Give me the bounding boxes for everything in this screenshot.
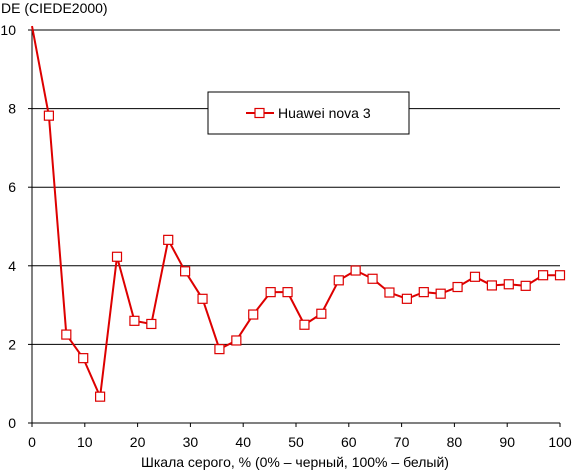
data-point-20 xyxy=(367,273,378,284)
y-tick-label-4: 4 xyxy=(8,258,16,274)
data-point-31 xyxy=(554,270,566,281)
x-tick-label-70: 70 xyxy=(394,434,410,450)
x-axis-title: Шкала серого, % (0% – черный, 100% – бел… xyxy=(141,454,449,470)
data-point-21 xyxy=(384,287,395,298)
x-tick-label-30: 30 xyxy=(183,434,199,450)
y-tick-label-10: 10 xyxy=(0,22,16,38)
y-tick-label-8: 8 xyxy=(8,101,16,117)
data-point-14 xyxy=(265,287,276,298)
data-point-8 xyxy=(163,234,174,245)
x-tick-label-60: 60 xyxy=(341,434,357,450)
data-point-30 xyxy=(537,270,549,281)
data-point-19 xyxy=(350,265,361,276)
data-point-12 xyxy=(231,335,242,346)
data-point-23 xyxy=(418,287,429,298)
y-axis-title: DE (CIEDE2000) xyxy=(1,0,108,16)
y-tick-label-6: 6 xyxy=(8,179,16,195)
data-point-6 xyxy=(129,315,140,326)
data-point-9 xyxy=(180,266,191,277)
legend-box xyxy=(207,91,410,135)
data-point-22 xyxy=(401,293,412,304)
legend: Huawei nova 3 xyxy=(207,91,410,135)
data-point-25 xyxy=(452,281,463,293)
x-tick-label-40: 40 xyxy=(235,434,251,450)
x-tick-label-0: 0 xyxy=(28,434,36,450)
data-point-1 xyxy=(43,110,55,121)
data-point-4 xyxy=(95,391,106,402)
legend-marker-sample xyxy=(254,107,265,119)
series-line-0 xyxy=(31,25,560,398)
data-point-15 xyxy=(282,287,293,298)
y-tick-label-2: 2 xyxy=(8,336,16,352)
x-tick-label-50: 50 xyxy=(288,434,304,450)
axes xyxy=(28,29,561,427)
x-tick-label-90: 90 xyxy=(499,434,515,450)
data-point-18 xyxy=(333,275,344,286)
data-point-26 xyxy=(469,271,481,282)
data-point-13 xyxy=(248,309,259,320)
data-point-29 xyxy=(520,280,531,291)
data-point-27 xyxy=(486,280,497,291)
x-tick-label-20: 20 xyxy=(130,434,146,450)
data-point-2 xyxy=(61,329,72,340)
y-tick-label-0: 0 xyxy=(8,415,16,431)
series-layer xyxy=(31,25,566,402)
legend-label: Huawei nova 3 xyxy=(278,105,371,121)
data-point-3 xyxy=(78,353,89,364)
data-point-10 xyxy=(197,293,208,304)
data-point-16 xyxy=(299,319,310,330)
data-point-11 xyxy=(214,344,225,355)
data-point-28 xyxy=(503,279,514,290)
x-tick-label-10: 10 xyxy=(77,434,93,450)
data-point-5 xyxy=(111,251,123,262)
data-point-7 xyxy=(146,318,157,330)
x-tick-label-100: 100 xyxy=(548,434,572,450)
data-point-24 xyxy=(435,288,446,299)
data-point-17 xyxy=(316,308,327,319)
x-tick-label-80: 80 xyxy=(447,434,463,450)
